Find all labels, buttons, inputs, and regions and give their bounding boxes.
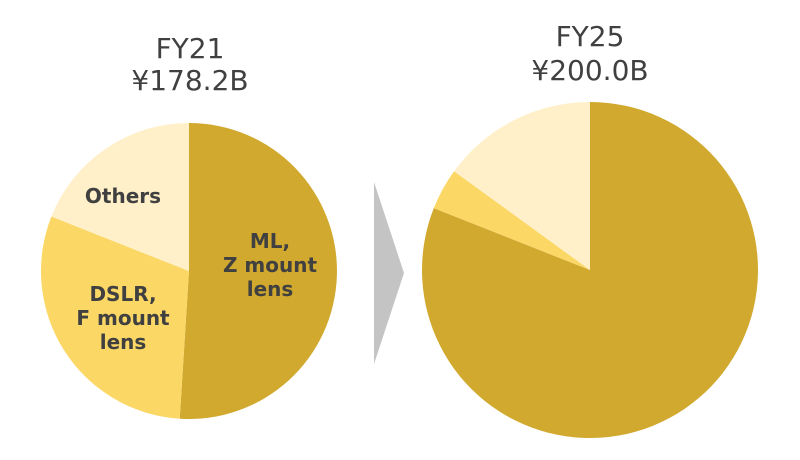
chart-subtitle-fy25: ¥200.0B	[531, 54, 649, 87]
pie-fy21-slice-2-label: Others	[85, 184, 161, 208]
pie-fy21: ML, Z mount lens DSLR, F mount lens Others	[40, 122, 337, 419]
pie-fy25-slice-1	[433, 171, 590, 270]
arrow-right-icon	[374, 182, 404, 364]
pie-fy21-slice-0	[179, 123, 337, 419]
pie-fy25-slice-0	[422, 102, 759, 438]
pie-fy21-slice-0-label: ML, Z mount lens	[223, 229, 318, 301]
chart-subtitle-fy21: ¥178.2B	[131, 64, 249, 97]
pie-fy21-slice-2	[51, 122, 189, 271]
chart-title-fy25: FY25	[555, 20, 625, 53]
pie-fy21-slice-1-label: DSLR, F mount lens	[76, 282, 170, 354]
chart-title-fy21: FY21	[155, 32, 225, 65]
pie-fy21-slice-1	[40, 216, 189, 419]
pie-fy25-slice-2	[454, 102, 590, 270]
pie-fy25	[422, 102, 759, 438]
